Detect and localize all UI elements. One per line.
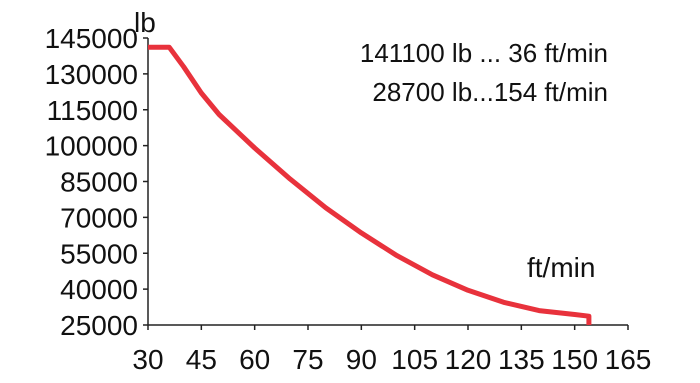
x-tick-label: 135 bbox=[498, 344, 545, 375]
y-axis-ticks: 145000 130000 115000 100000 85000 70000 55000 4… bbox=[45, 23, 148, 341]
y-tick-label: 85000 bbox=[60, 167, 138, 198]
y-tick-label: 55000 bbox=[60, 238, 138, 269]
x-tick-label: 30 bbox=[132, 344, 163, 375]
series-layer bbox=[148, 44, 592, 325]
x-tick-label: 60 bbox=[239, 344, 270, 375]
y-tick-label: 115000 bbox=[47, 95, 138, 126]
series-line-0 bbox=[148, 44, 592, 325]
x-tick-label: 75 bbox=[292, 344, 323, 375]
x-axis-ticks: 30 45 60 75 90 105 120 135 150 165 bbox=[132, 325, 651, 375]
y-axis-unit-label: lb bbox=[134, 7, 156, 38]
y-tick-label: 130000 bbox=[45, 59, 138, 90]
x-tick-label: 105 bbox=[391, 344, 438, 375]
x-tick-label: 45 bbox=[186, 344, 217, 375]
y-tick-label: 25000 bbox=[60, 310, 138, 341]
x-tick-label: 90 bbox=[346, 344, 377, 375]
y-tick-label: 145000 bbox=[45, 23, 138, 54]
annotation-max-load: 141100 lb ... 36 ft/min bbox=[360, 38, 608, 68]
y-tick-label: 40000 bbox=[60, 274, 138, 305]
x-tick-label: 120 bbox=[445, 344, 492, 375]
x-tick-label: 165 bbox=[605, 344, 652, 375]
annotation-min-load: 28700 lb...154 ft/min bbox=[372, 77, 608, 107]
x-tick-label: 150 bbox=[551, 344, 598, 375]
x-axis-unit-label: ft/min bbox=[527, 252, 595, 283]
y-tick-label: 70000 bbox=[60, 202, 138, 233]
y-tick-label: 100000 bbox=[45, 131, 138, 162]
